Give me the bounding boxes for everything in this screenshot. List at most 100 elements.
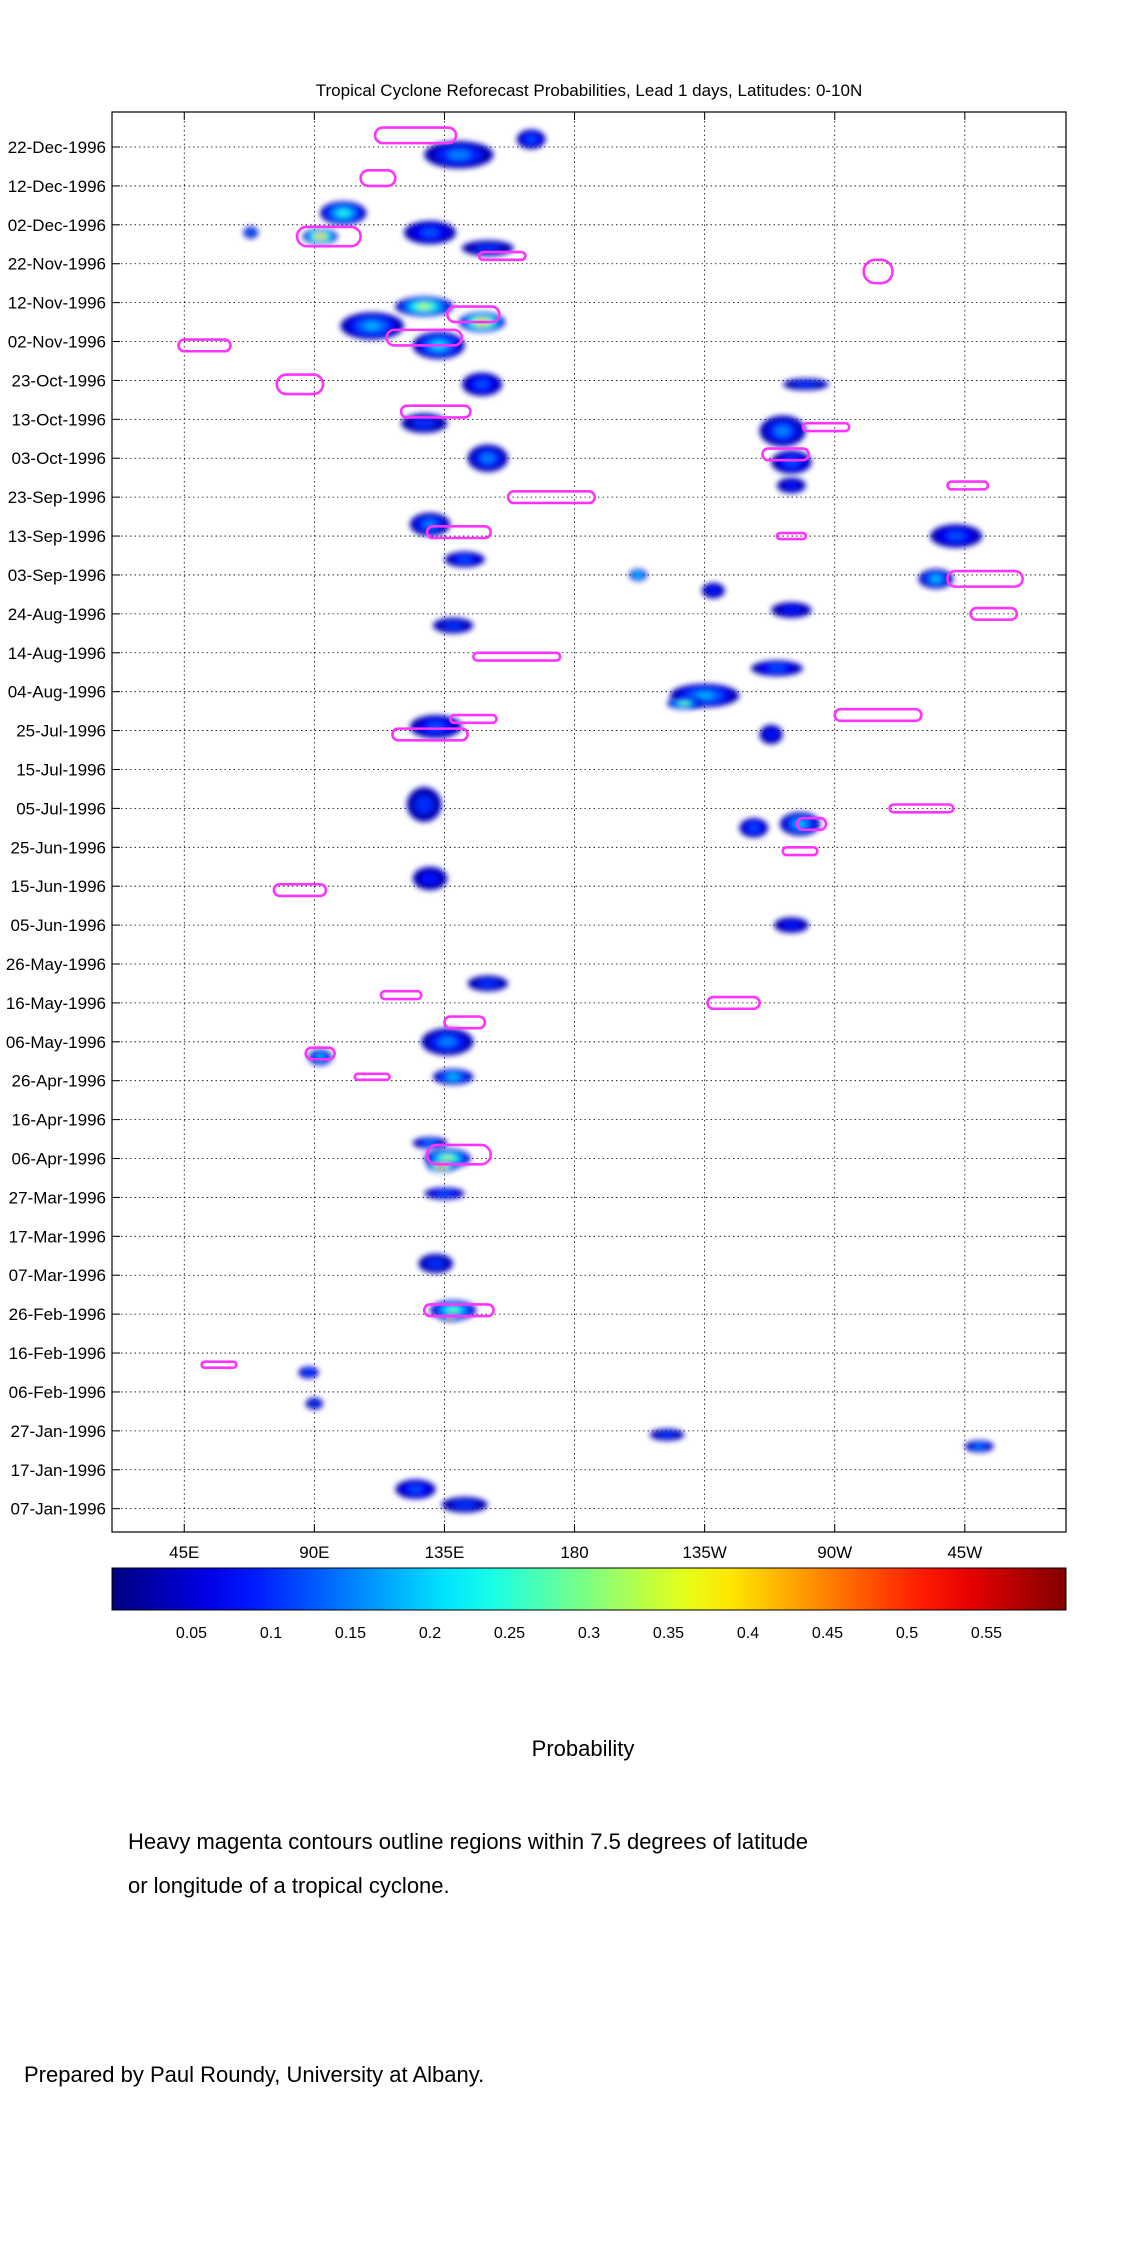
probability-blob-33 <box>739 818 769 838</box>
x-tick-label-0: 45E <box>169 1543 199 1562</box>
probability-blob-30 <box>406 786 442 822</box>
probability-blob-18 <box>667 697 702 710</box>
cyclone-contour-2 <box>295 225 362 248</box>
y-tick-label-33: 27-Jan-1996 <box>11 1422 106 1441</box>
probability-blob-25 <box>918 569 954 589</box>
probability-blob-48 <box>298 1366 319 1379</box>
chart-title: Tropical Cyclone Reforecast Probabilitie… <box>316 81 863 100</box>
x-tick-label-1: 90E <box>299 1543 329 1562</box>
cyclone-contour-0 <box>373 126 458 145</box>
contour-note-line-2: or longitude of a tropical cyclone. <box>128 1873 450 1898</box>
probability-blob-1 <box>516 129 546 149</box>
probability-blob-6 <box>243 226 258 239</box>
probability-blob-45 <box>395 1479 436 1499</box>
colorbar-tick-label-10: 0.55 <box>971 1625 1002 1642</box>
cyclone-contour-4 <box>862 258 894 285</box>
y-tick-label-26: 06-Apr-1996 <box>11 1150 106 1169</box>
y-tick-label-1: 12-Dec-1996 <box>8 177 106 196</box>
y-tick-label-18: 25-Jun-1996 <box>11 838 106 857</box>
y-tick-label-10: 13-Sep-1996 <box>8 527 106 546</box>
y-tick-label-8: 03-Oct-1996 <box>12 449 107 468</box>
cyclone-contour-29 <box>422 1303 495 1318</box>
probability-blob-4 <box>403 220 457 245</box>
probability-blob-38 <box>308 1049 332 1066</box>
cyclone-contour-18 <box>391 727 469 742</box>
cyclone-contours <box>177 126 1024 1370</box>
probability-blob-19 <box>750 660 803 677</box>
cyclone-contour-23 <box>706 995 761 1011</box>
grid-lines <box>112 112 1066 1532</box>
credit-line: Prepared by Paul Roundy, University at A… <box>24 2062 485 2087</box>
probability-blob-26 <box>771 602 812 618</box>
hovmoller-chart: Tropical Cyclone Reforecast Probabilitie… <box>6 81 1067 1642</box>
colorbar-ticks: 0.05 0.1 0.15 0.2 0.25 0.3 0.35 0.4 0.45 0.5 0.55 <box>176 1625 1002 1642</box>
colorbar-tick-label-7: 0.4 <box>737 1625 759 1642</box>
probability-blob-37 <box>467 975 509 992</box>
contour-note: Heavy magenta contours outline regions w… <box>128 1820 1008 1908</box>
y-tick-label-7: 13-Oct-1996 <box>12 410 107 429</box>
cyclone-contour-22 <box>272 882 328 898</box>
probability-blob-46 <box>441 1496 488 1513</box>
colorbar-tick-label-9: 0.5 <box>896 1625 918 1642</box>
probability-blob-50 <box>964 1440 994 1453</box>
y-tick-label-32: 06-Feb-1996 <box>9 1383 106 1402</box>
probability-blob-34 <box>774 917 809 933</box>
colorbar <box>111 1567 1067 1611</box>
y-axis-ticks: 22-Dec-1996 12-Dec-1996 02-Dec-1996 22-Nov-… <box>6 138 1066 1519</box>
cyclone-contour-17 <box>448 713 498 725</box>
colorbar-tick-label-0: 0.05 <box>176 1625 207 1642</box>
cyclone-contour-25 <box>443 1015 487 1030</box>
cyclone-contour-15 <box>472 651 562 662</box>
cyclone-contour-16 <box>833 707 923 723</box>
cyclone-contour-19 <box>888 803 955 814</box>
cyclone-contour-33 <box>801 421 851 433</box>
plot-frame <box>111 111 1067 1533</box>
y-tick-label-14: 04-Aug-1996 <box>8 683 106 702</box>
colorbar-tick-label-1: 0.1 <box>260 1625 282 1642</box>
y-tick-label-30: 26-Feb-1996 <box>9 1305 106 1324</box>
probability-blob-23 <box>776 477 806 494</box>
y-tick-label-21: 26-May-1996 <box>6 955 106 974</box>
cyclone-contour-8 <box>275 373 325 396</box>
cyclone-contour-32 <box>775 531 808 541</box>
y-tick-label-23: 06-May-1996 <box>6 1033 106 1052</box>
y-tick-label-4: 12-Nov-1996 <box>8 294 106 313</box>
probability-blob-31 <box>412 866 448 891</box>
probability-blob-2 <box>320 201 367 225</box>
probability-blob-11 <box>461 372 503 396</box>
cyclone-contour-7 <box>177 338 232 353</box>
cyclone-contour-20 <box>795 816 828 832</box>
probability-blob-28 <box>629 569 647 581</box>
y-tick-label-27: 27-Mar-1996 <box>9 1188 106 1207</box>
cyclone-contour-1 <box>359 169 397 188</box>
probability-blob-49 <box>305 1397 324 1410</box>
y-tick-label-25: 16-Apr-1996 <box>11 1111 106 1130</box>
cyclone-contour-13 <box>946 569 1024 588</box>
probability-blob-44 <box>418 1253 454 1274</box>
cyclone-contour-9 <box>399 404 472 419</box>
cyclone-contour-10 <box>506 490 597 505</box>
cyclone-contour-21 <box>781 845 819 857</box>
probability-blob-35 <box>421 1028 474 1056</box>
cyclone-contour-26 <box>304 1046 336 1061</box>
cyclone-contour-31 <box>761 447 811 462</box>
x-tick-label-6: 45W <box>947 1543 982 1562</box>
y-tick-label-17: 05-Jul-1996 <box>16 799 106 818</box>
colorbar-tick-label-2: 0.15 <box>335 1625 366 1642</box>
y-tick-label-12: 24-Aug-1996 <box>8 605 106 624</box>
probability-blob-14 <box>409 512 451 537</box>
cyclone-contour-6 <box>385 328 464 347</box>
probability-blob-9 <box>340 312 404 340</box>
y-tick-label-5: 02-Nov-1996 <box>8 333 106 352</box>
colorbar-tick-label-8: 0.45 <box>812 1625 843 1642</box>
cyclone-contour-12 <box>946 480 990 491</box>
probability-blob-47 <box>424 1187 465 1200</box>
plot-area <box>112 112 1066 1532</box>
colorbar-tick-label-5: 0.3 <box>578 1625 600 1642</box>
probability-blob-32 <box>779 812 821 836</box>
probability-blob-20 <box>759 415 806 447</box>
y-tick-label-20: 05-Jun-1996 <box>11 916 106 935</box>
colorbar-tick-label-6: 0.35 <box>653 1625 684 1642</box>
cyclone-contour-11 <box>425 525 493 540</box>
y-tick-label-2: 02-Dec-1996 <box>8 216 106 235</box>
